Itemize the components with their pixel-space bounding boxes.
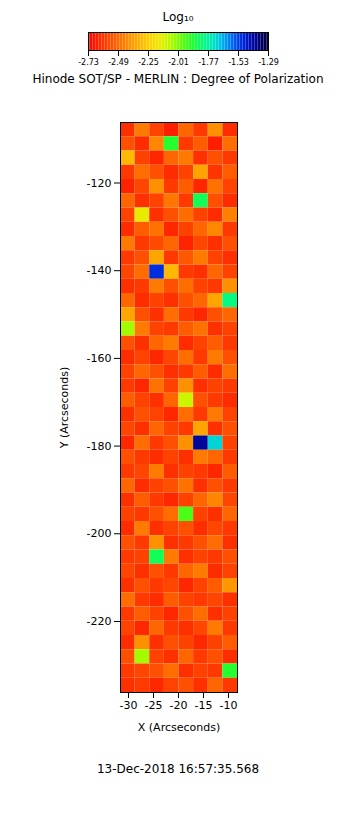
svg-text:-10: -10 <box>220 699 238 712</box>
svg-text:-1.53: -1.53 <box>228 58 249 67</box>
svg-text:-180: -180 <box>87 440 112 453</box>
svg-text:-160: -160 <box>87 352 112 365</box>
svg-text:-140: -140 <box>87 264 112 277</box>
svg-text:-2.49: -2.49 <box>108 58 129 67</box>
svg-text:-2.25: -2.25 <box>138 58 159 67</box>
svg-text:Y (Arcseconds): Y (Arcseconds) <box>58 367 71 450</box>
svg-text:-1.29: -1.29 <box>258 58 279 67</box>
svg-text:-200: -200 <box>87 527 112 540</box>
svg-text:-25: -25 <box>145 699 163 712</box>
svg-text:X (Arcseconds): X (Arcseconds) <box>138 721 220 734</box>
svg-text:-2.01: -2.01 <box>168 58 189 67</box>
svg-text:-2.73: -2.73 <box>78 58 99 67</box>
svg-text:-30: -30 <box>120 699 138 712</box>
svg-text:-220: -220 <box>87 615 112 628</box>
svg-text:-20: -20 <box>170 699 188 712</box>
svg-text:-15: -15 <box>195 699 213 712</box>
svg-text:-1.77: -1.77 <box>198 58 219 67</box>
html-text:13-Dec-2018 16:57:35.568: 13-Dec-2018 16:57:35.568 <box>96 762 260 776</box>
svg-text:-120: -120 <box>87 177 112 190</box>
html-text:Log₁₀: Log₁₀ <box>162 10 194 24</box>
html-text:Hinode SOT/SP - MERLIN : Degre: Hinode SOT/SP - MERLIN : Degree of Polar… <box>32 72 324 86</box>
